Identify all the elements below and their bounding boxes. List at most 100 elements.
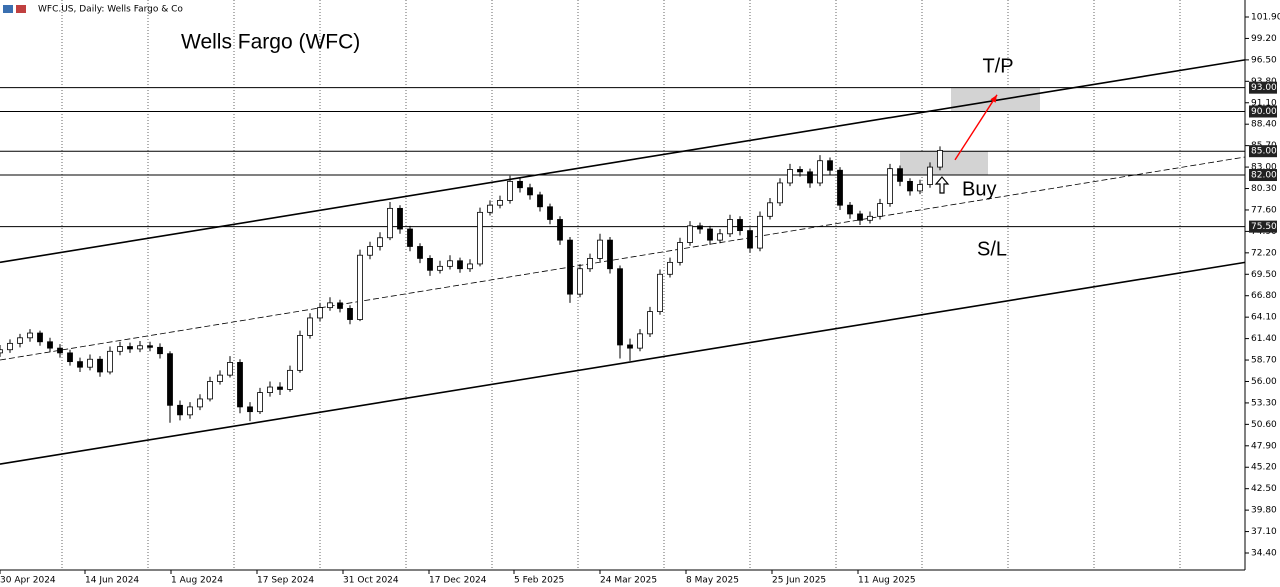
y-tick-label: 101.90 bbox=[1251, 12, 1280, 22]
candle-body bbox=[437, 265, 443, 271]
candle-body bbox=[397, 207, 403, 230]
candle-body bbox=[837, 169, 843, 206]
candle-body bbox=[507, 180, 513, 201]
candle-body bbox=[27, 332, 33, 339]
y-tick-label: 50.60 bbox=[1251, 420, 1277, 430]
arrow bbox=[954, 94, 998, 161]
candle-body bbox=[97, 358, 103, 373]
level-label-bg bbox=[1249, 105, 1277, 118]
chart-header: WFC.US, Daily: Wells Fargo & Co bbox=[38, 5, 183, 15]
zone bbox=[900, 151, 988, 176]
candle-body bbox=[377, 237, 383, 247]
candle-body bbox=[467, 263, 473, 270]
candle-body bbox=[127, 346, 133, 350]
candle-body bbox=[617, 268, 623, 346]
y-tick-label: 96.50 bbox=[1251, 55, 1277, 65]
candle-body bbox=[197, 398, 203, 408]
candle-body bbox=[87, 358, 93, 368]
candle-body bbox=[227, 362, 233, 376]
candle-body bbox=[477, 211, 483, 265]
candle-body bbox=[427, 257, 433, 271]
candle-body bbox=[567, 239, 573, 295]
y-tick-label: 34.40 bbox=[1251, 549, 1277, 559]
candle-body bbox=[557, 219, 563, 241]
candle-body bbox=[647, 311, 653, 335]
level-label: 85.00 bbox=[1251, 147, 1277, 157]
candle-body bbox=[327, 302, 333, 309]
y-tick-label: 69.50 bbox=[1251, 270, 1277, 280]
candle-body bbox=[577, 268, 583, 295]
candle-body bbox=[887, 168, 893, 205]
x-tick-label: 11 Aug 2025 bbox=[858, 576, 916, 586]
level-label-bg bbox=[1249, 81, 1277, 94]
candle-body bbox=[727, 219, 733, 235]
candle-body bbox=[247, 406, 253, 413]
x-tick-label: 24 Mar 2025 bbox=[600, 576, 657, 586]
candle-body bbox=[637, 333, 643, 349]
candle-body bbox=[847, 204, 853, 215]
level-label: 90.00 bbox=[1251, 107, 1277, 117]
candle-body bbox=[17, 337, 23, 344]
x-tick-label: 8 May 2025 bbox=[686, 576, 739, 586]
annotation: Buy bbox=[962, 178, 996, 200]
x-tick-label: 14 Jun 2024 bbox=[85, 576, 139, 586]
candle-body bbox=[537, 194, 543, 208]
candle-body bbox=[217, 374, 223, 382]
y-tick-label: 53.30 bbox=[1251, 398, 1277, 408]
y-tick-label: 83.00 bbox=[1251, 163, 1277, 173]
candle-body bbox=[657, 273, 663, 313]
candle-body bbox=[0, 349, 3, 354]
candle-body bbox=[497, 200, 503, 206]
level-label-bg bbox=[1249, 169, 1277, 182]
y-tick-label: 45.20 bbox=[1251, 463, 1277, 473]
candle-body bbox=[687, 225, 693, 243]
candle-body bbox=[797, 169, 803, 173]
candle-body bbox=[257, 392, 263, 413]
candle-body bbox=[37, 332, 43, 343]
candle-body bbox=[207, 381, 213, 400]
y-tick-label: 99.20 bbox=[1251, 34, 1277, 44]
candle-body bbox=[447, 260, 453, 267]
arrow-head bbox=[990, 94, 997, 103]
candle-body bbox=[777, 182, 783, 204]
x-tick-label: 1 Aug 2024 bbox=[171, 576, 223, 586]
y-tick-label: 42.50 bbox=[1251, 484, 1277, 494]
level-label-bg bbox=[1249, 145, 1277, 158]
chart-title: Wells Fargo (WFC) bbox=[181, 31, 360, 54]
x-tick-label: 17 Sep 2024 bbox=[257, 576, 314, 586]
candle-body bbox=[107, 350, 113, 373]
candle-body bbox=[147, 345, 153, 348]
x-tick-label: 5 Feb 2025 bbox=[514, 576, 564, 586]
candle-body bbox=[747, 230, 753, 249]
level-label-bg bbox=[1249, 220, 1277, 233]
candle-body bbox=[187, 406, 193, 416]
candle-body bbox=[367, 246, 373, 256]
candle-body bbox=[457, 260, 463, 270]
candle-body bbox=[137, 345, 143, 350]
annotation: S/L bbox=[977, 238, 1007, 260]
candle-body bbox=[937, 150, 943, 168]
candle-body bbox=[307, 317, 313, 336]
candle-body bbox=[267, 386, 273, 393]
candle-body bbox=[167, 353, 173, 406]
candle-body bbox=[627, 344, 633, 349]
candle-body bbox=[547, 206, 553, 220]
candle-body bbox=[767, 202, 773, 217]
y-tick-label: 39.80 bbox=[1251, 506, 1277, 516]
candle-body bbox=[117, 346, 123, 352]
candle-body bbox=[7, 342, 13, 351]
candle-body bbox=[607, 239, 613, 270]
candle-body bbox=[907, 180, 913, 192]
candle-body bbox=[717, 233, 723, 241]
x-tick-label: 17 Dec 2024 bbox=[429, 576, 487, 586]
candle-body bbox=[757, 215, 763, 249]
candle-body bbox=[57, 347, 63, 354]
x-tick-label: 25 Jun 2025 bbox=[772, 576, 826, 586]
candle-body bbox=[787, 169, 793, 184]
candle-body bbox=[237, 362, 243, 408]
y-tick-label: 72.20 bbox=[1251, 248, 1277, 258]
y-tick-label: 37.10 bbox=[1251, 527, 1277, 537]
candle-body bbox=[337, 302, 343, 309]
candle-body bbox=[157, 346, 163, 355]
